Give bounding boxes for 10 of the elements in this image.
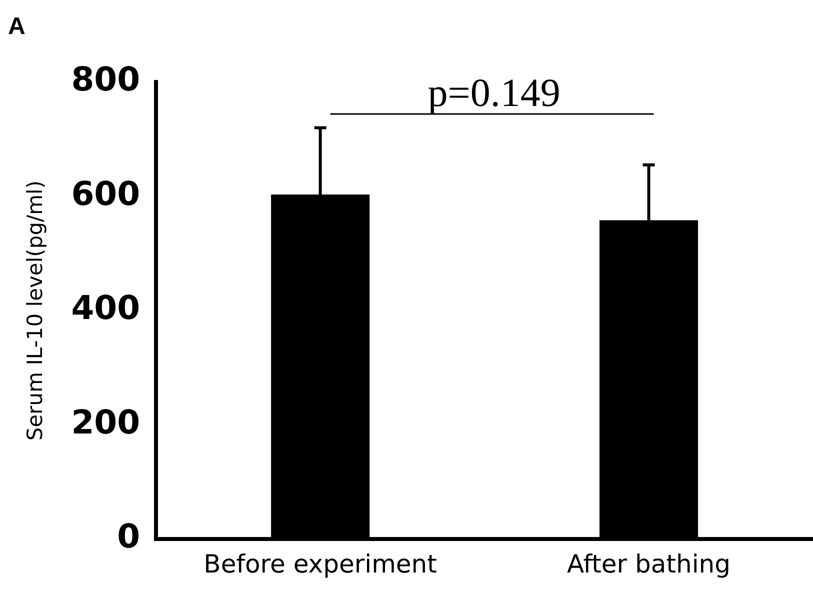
text: A xyxy=(8,13,26,40)
y-tick-label: 200 xyxy=(71,402,140,442)
x-tick-label: Before experiment xyxy=(204,550,438,578)
y-tick-label: 0 xyxy=(117,516,140,556)
y-tick-label: 400 xyxy=(71,288,140,328)
y-tick-label: 600 xyxy=(71,174,140,213)
annotation: p=0.149 xyxy=(428,70,560,115)
y-tick-label: 800 xyxy=(71,60,140,99)
y-axis-title: Serum IL-10 level(pg/ml) xyxy=(23,180,48,441)
x-tick-label: After bathing xyxy=(567,550,731,578)
